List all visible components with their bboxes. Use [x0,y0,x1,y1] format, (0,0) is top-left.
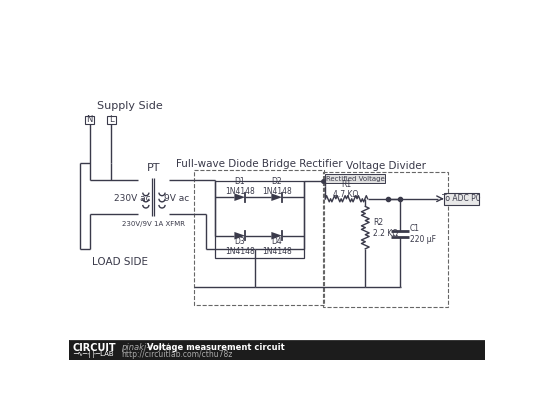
Text: Voltage Divider: Voltage Divider [346,162,426,171]
Text: 230V/9V 1A XFMR: 230V/9V 1A XFMR [122,221,185,227]
Bar [444,193,480,205]
Text: L: L [109,115,113,124]
Text: R2
2.2 KΩ: R2 2.2 KΩ [373,218,398,238]
Text: D2
1N4148: D2 1N4148 [262,177,292,196]
Bar [323,172,448,307]
Bar [194,170,323,305]
Text: Voltage measurement circuit: Voltage measurement circuit [147,343,285,352]
Bar [325,174,386,183]
Text: D4
1N4148: D4 1N4148 [262,237,292,256]
Text: CIRCUIT: CIRCUIT [73,343,116,353]
Text: Rectified Voltage: Rectified Voltage [326,176,384,182]
Bar [69,340,485,360]
Bar [85,115,94,124]
Polygon shape [234,194,245,201]
Text: To ADC P0: To ADC P0 [442,194,481,203]
Text: 230V ac: 230V ac [114,194,150,203]
Polygon shape [234,232,245,239]
Text: 9V ac: 9V ac [164,194,190,203]
Text: D3
1N4148: D3 1N4148 [225,237,255,256]
Text: D1
1N4148: D1 1N4148 [225,177,255,196]
Text: http://circuitlab.com/cthu78z: http://circuitlab.com/cthu78z [121,350,233,360]
Text: pinaki-roy /: pinaki-roy / [121,343,171,352]
Bar [215,181,303,258]
Text: PT: PT [147,163,160,173]
Bar [106,115,116,124]
Text: ─∿─┤├─LAB: ─∿─┤├─LAB [73,350,113,358]
Text: Full-wave Diode Bridge Rectifier: Full-wave Diode Bridge Rectifier [176,159,342,169]
Text: LOAD SIDE: LOAD SIDE [92,257,148,267]
Polygon shape [272,232,282,239]
Text: Supply Side: Supply Side [97,101,163,111]
Text: C1
220 µF: C1 220 µF [410,224,436,244]
Polygon shape [272,194,282,201]
Text: N: N [86,115,93,124]
Text: R1
4.7 KΩ: R1 4.7 KΩ [333,180,359,199]
